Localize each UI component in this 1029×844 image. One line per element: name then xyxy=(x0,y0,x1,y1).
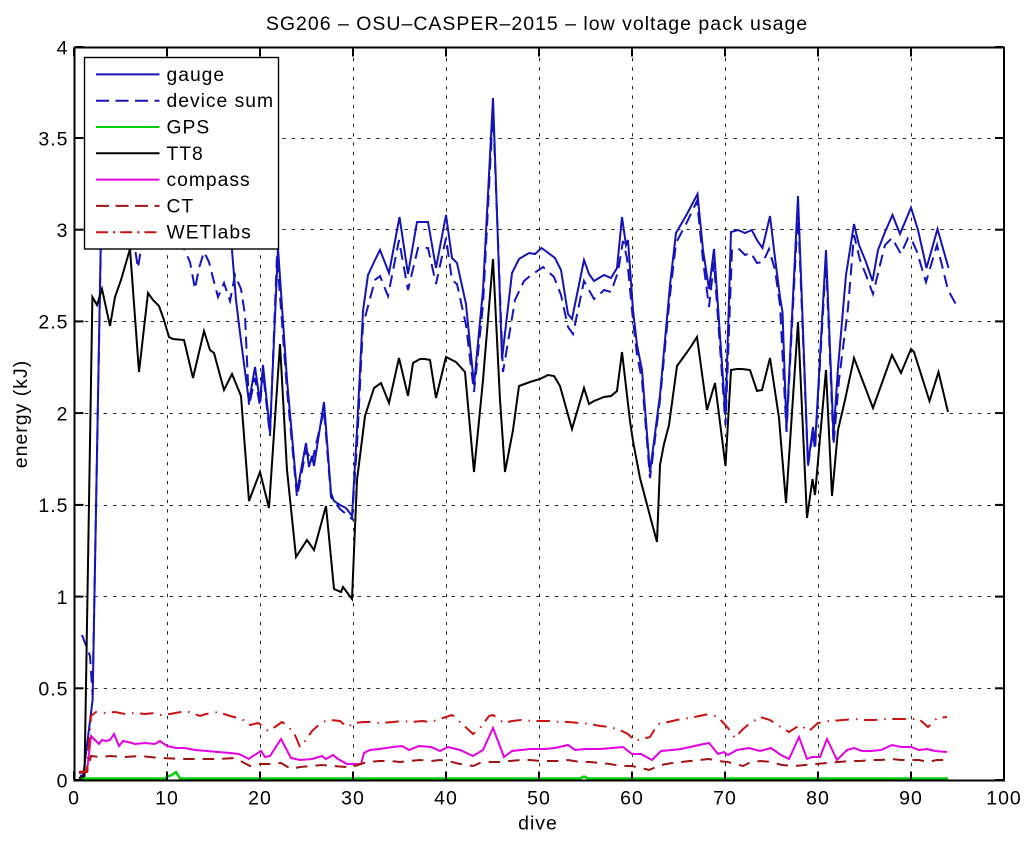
svg-text:70: 70 xyxy=(713,788,737,810)
svg-text:0.5: 0.5 xyxy=(38,679,68,701)
svg-text:WETlabs: WETlabs xyxy=(167,223,252,244)
svg-text:20: 20 xyxy=(248,788,272,810)
svg-text:energy (kJ): energy (kJ) xyxy=(10,360,32,469)
svg-text:0: 0 xyxy=(68,788,80,810)
svg-text:4: 4 xyxy=(57,37,69,59)
svg-text:3.5: 3.5 xyxy=(38,128,68,150)
svg-text:100: 100 xyxy=(986,788,1022,810)
svg-text:90: 90 xyxy=(899,788,923,810)
svg-text:SG206 – OSU–CASPER–2015 – low: SG206 – OSU–CASPER–2015 – low voltage pa… xyxy=(266,13,808,35)
svg-text:10: 10 xyxy=(155,788,179,810)
svg-text:1: 1 xyxy=(57,587,69,609)
svg-text:TT8: TT8 xyxy=(167,144,204,165)
svg-text:CT: CT xyxy=(167,196,195,217)
svg-text:60: 60 xyxy=(620,788,644,810)
svg-text:dive: dive xyxy=(518,813,558,835)
svg-text:3: 3 xyxy=(57,220,69,242)
svg-text:80: 80 xyxy=(806,788,830,810)
svg-text:30: 30 xyxy=(341,788,365,810)
svg-text:GPS: GPS xyxy=(167,118,211,139)
svg-text:40: 40 xyxy=(434,788,458,810)
svg-text:2: 2 xyxy=(57,403,69,425)
svg-text:1.5: 1.5 xyxy=(38,495,68,517)
svg-text:compass: compass xyxy=(167,170,251,191)
svg-text:50: 50 xyxy=(527,788,551,810)
svg-text:2.5: 2.5 xyxy=(38,312,68,334)
svg-text:0: 0 xyxy=(57,770,69,792)
svg-text:gauge: gauge xyxy=(167,65,226,86)
svg-text:device sum: device sum xyxy=(167,91,275,112)
